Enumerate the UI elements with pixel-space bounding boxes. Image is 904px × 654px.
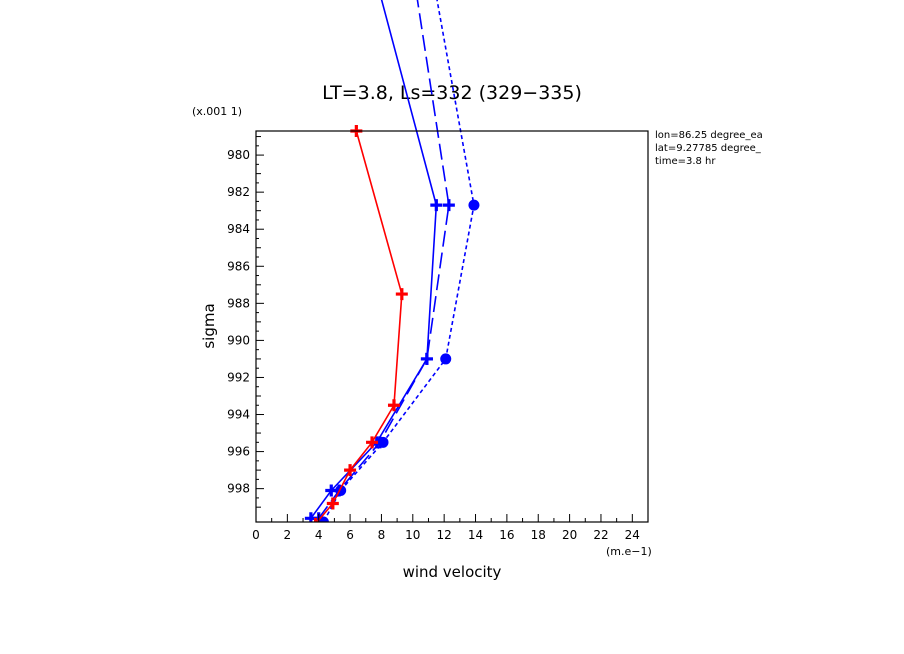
y-tick-label: 998 xyxy=(227,482,250,496)
data-point-plus xyxy=(442,199,455,212)
data-point-circle xyxy=(468,199,480,211)
x-tick-label: 10 xyxy=(405,528,420,542)
y-unit-label: (x.001 1) xyxy=(192,105,242,118)
data-point-plus xyxy=(313,517,318,522)
x-tick-label: 16 xyxy=(499,528,514,542)
data-point-plus xyxy=(395,288,408,301)
series-0 xyxy=(313,125,408,522)
y-tick-label: 984 xyxy=(227,222,250,236)
data-point-plus xyxy=(420,352,433,365)
series-layer xyxy=(304,0,480,522)
data-point-circle xyxy=(377,436,389,448)
annotation-lat: lat=9.27785 degree_ xyxy=(655,143,762,154)
y-axis-label: sigma xyxy=(200,303,218,348)
data-point-plus xyxy=(430,199,443,212)
x-tick-label: 8 xyxy=(378,528,386,542)
y-tick-label: 990 xyxy=(227,333,250,347)
data-point-plus xyxy=(326,497,339,510)
y-tick-label: 988 xyxy=(227,296,250,310)
x-tick-label: 22 xyxy=(593,528,608,542)
data-point-plus xyxy=(366,436,379,449)
series-line xyxy=(322,0,475,522)
data-point-plus xyxy=(344,464,357,477)
x-tick-label: 20 xyxy=(562,528,577,542)
x-axis-label: wind velocity xyxy=(403,563,502,581)
y-tick-label: 992 xyxy=(227,370,250,384)
chart-title: LT=3.8, Ls=332 (329−335) xyxy=(322,82,582,104)
plot-frame xyxy=(255,130,649,523)
series-line xyxy=(316,130,403,522)
x-tick-label: 6 xyxy=(346,528,354,542)
x-tick-label: 2 xyxy=(284,528,292,542)
series-3 xyxy=(317,0,480,522)
y-tick-label: 982 xyxy=(227,185,250,199)
annotation-lon: lon=86.25 degree_ea xyxy=(655,130,763,141)
x-tick-label: 14 xyxy=(468,528,483,542)
x-tick-label: 18 xyxy=(531,528,546,542)
series-line xyxy=(318,0,450,519)
x-unit-label: (m.e−1) xyxy=(606,545,652,558)
data-point-circle xyxy=(440,353,452,365)
x-tick-label: 12 xyxy=(437,528,452,542)
y-tick-label: 980 xyxy=(227,148,250,162)
ticks-layer: 0 2 4 6 8 10 12 14 16 18 20 22 249809829849869889909… xyxy=(227,136,640,542)
x-tick-label: 0 xyxy=(252,528,260,542)
y-tick-label: 994 xyxy=(227,408,250,422)
data-point-plus xyxy=(387,399,400,412)
x-tick-label: 4 xyxy=(315,528,323,542)
x-tick-label: 24 xyxy=(625,528,640,542)
series-line xyxy=(310,0,438,519)
y-tick-label: 986 xyxy=(227,259,250,273)
y-tick-label: 996 xyxy=(227,445,250,459)
annotation-time: time=3.8 hr xyxy=(655,156,716,167)
